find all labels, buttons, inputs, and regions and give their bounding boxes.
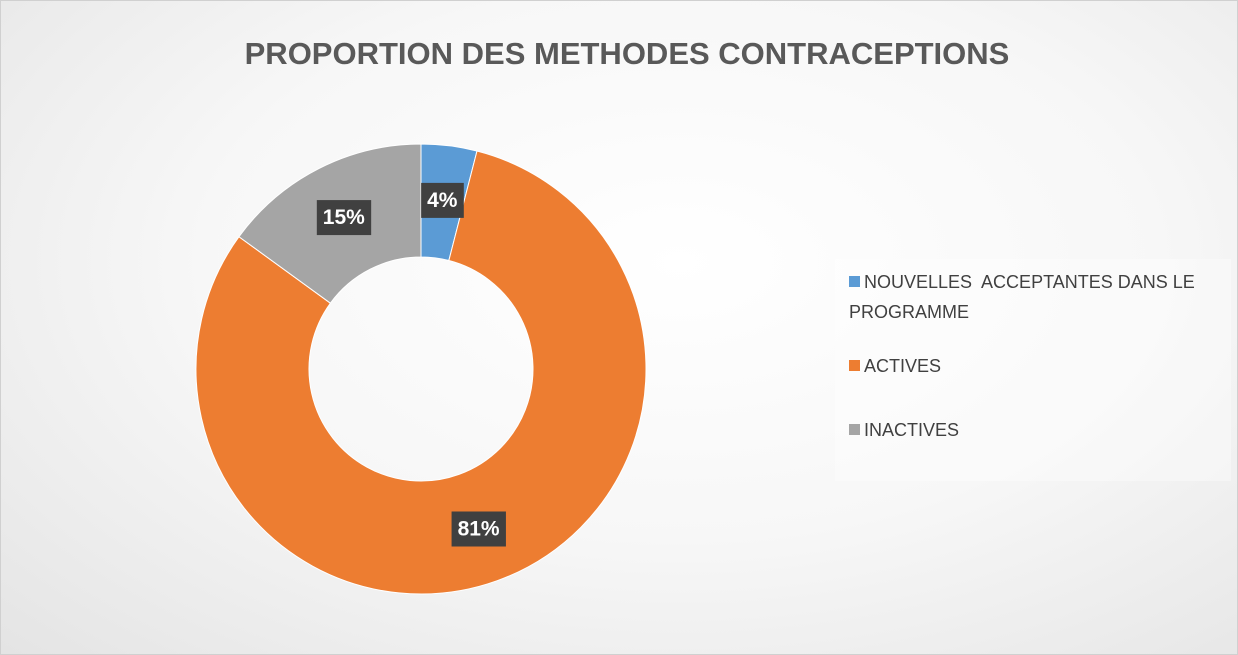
- legend-label: NOUVELLES ACCEPTANTES DANS LE PROGRAMME: [849, 272, 1200, 322]
- chart-title: PROPORTION DES METHODES CONTRACEPTIONS: [245, 36, 1010, 71]
- legend-item: NOUVELLES ACCEPTANTES DANS LE PROGRAMME: [849, 267, 1219, 327]
- data-label: 81%: [458, 517, 500, 540]
- legend-swatch: [849, 424, 860, 435]
- data-label-box: [421, 182, 464, 218]
- legend: NOUVELLES ACCEPTANTES DANS LE PROGRAMME A…: [835, 259, 1231, 481]
- legend-swatch: [849, 360, 860, 371]
- legend-item: ACTIVES: [849, 351, 1219, 381]
- data-label: 4%: [427, 189, 458, 212]
- data-label-box: [451, 511, 506, 547]
- data-label: 15%: [323, 206, 365, 229]
- data-label-box: [316, 200, 372, 236]
- legend-label: INACTIVES: [864, 420, 960, 440]
- legend-item: INACTIVES: [849, 415, 1219, 445]
- legend-swatch: [849, 276, 860, 287]
- legend-label: ACTIVES: [864, 356, 942, 376]
- doughnut-slice: [195, 150, 647, 595]
